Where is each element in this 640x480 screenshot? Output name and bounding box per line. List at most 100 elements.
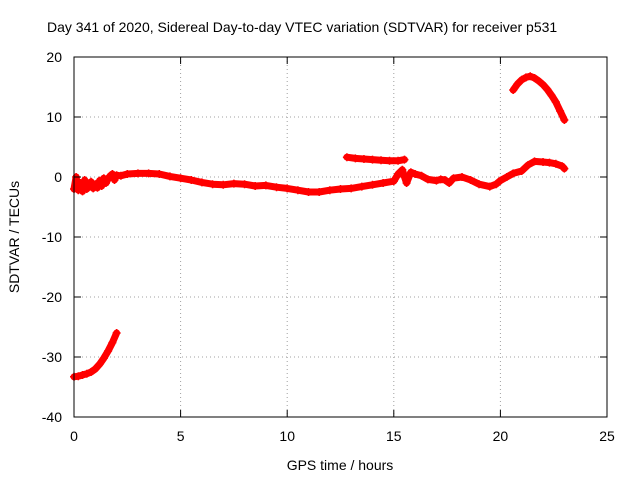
data-point (261, 181, 270, 190)
data-point (74, 372, 83, 381)
data-point (368, 180, 377, 189)
data-point (560, 164, 569, 173)
data-point (509, 86, 518, 94)
y-axis-label: SDTVAR / TECUs (6, 181, 22, 293)
data-point (449, 174, 458, 183)
data-point (534, 77, 543, 85)
data-point (513, 80, 522, 88)
data-point (87, 368, 96, 376)
data-point (385, 156, 394, 165)
data-point (458, 173, 467, 181)
data-point (368, 155, 377, 164)
series-arc-late-high (509, 72, 569, 124)
x-tick-label: 15 (386, 428, 402, 444)
data-point (547, 91, 556, 100)
data-point (379, 179, 388, 187)
data-point (406, 168, 415, 177)
data-point (402, 179, 411, 187)
data-point (74, 186, 83, 195)
data-point (432, 176, 441, 185)
series-arc-early-low (70, 329, 121, 381)
data-point (293, 186, 302, 195)
data-point (80, 176, 89, 184)
data-point (112, 329, 121, 337)
data-point (347, 184, 356, 193)
y-tick-label: 0 (54, 169, 62, 185)
data-point (526, 72, 535, 81)
data-point (521, 73, 530, 82)
data-point (123, 170, 132, 178)
x-tick-label: 25 (599, 428, 615, 444)
y-tick-label: -20 (42, 289, 62, 305)
data-point (545, 158, 554, 167)
data-point (97, 182, 106, 190)
y-tick-label: -10 (42, 229, 62, 245)
data-point (394, 156, 403, 165)
data-point (116, 171, 125, 180)
data-point (560, 116, 569, 124)
x-axis-label: GPS time / hours (287, 457, 394, 473)
x-tick-label: 10 (279, 428, 295, 444)
data-point (475, 180, 484, 189)
data-point (551, 159, 560, 168)
data-point (95, 176, 104, 185)
data-point (104, 347, 113, 355)
data-point (155, 170, 164, 178)
data-point (351, 154, 360, 163)
data-point (530, 74, 539, 82)
data-point (543, 85, 552, 94)
data-point (208, 180, 217, 189)
data-point (517, 75, 526, 84)
data-point (556, 107, 565, 115)
x-tick-label: 5 (177, 428, 185, 444)
data-point (272, 183, 281, 192)
data-point (78, 371, 87, 379)
data-point (101, 179, 110, 187)
data-point (87, 177, 96, 186)
data-point (219, 180, 228, 189)
x-tick-label: 0 (70, 428, 78, 444)
data-point (377, 156, 386, 165)
data-point (466, 176, 475, 184)
data-point (445, 179, 454, 187)
data-point (423, 175, 432, 184)
series-arc-midday-high (342, 153, 409, 165)
data-point (144, 169, 153, 178)
data-point (502, 173, 511, 181)
axis-ticks: 0 5 10 15 20 25 -40 -30 -20 -10 0 10 20 (42, 49, 615, 444)
data-point (165, 172, 174, 181)
data-point (359, 155, 368, 163)
data-point (336, 185, 345, 193)
y-tick-label: -30 (42, 349, 62, 365)
data-point (240, 180, 249, 189)
data-point (485, 182, 494, 191)
data-point (517, 167, 526, 175)
data-point (99, 354, 108, 363)
data-point (176, 174, 185, 183)
data-point (110, 176, 119, 184)
data-point (229, 179, 238, 188)
data-point (551, 98, 560, 106)
data-point (84, 182, 93, 191)
data-point (325, 186, 334, 195)
grid (74, 57, 607, 417)
data-point (400, 155, 409, 164)
data-point (76, 179, 85, 187)
data-point (492, 180, 501, 189)
series-arc-main (70, 157, 569, 196)
data-point (389, 177, 398, 186)
data-point (539, 80, 548, 89)
data-point (315, 188, 324, 196)
data-point (304, 188, 313, 196)
data-point (509, 169, 518, 178)
data-point (91, 365, 100, 373)
x-tick-label: 20 (493, 428, 509, 444)
y-tick-label: -40 (42, 409, 62, 425)
chart-title: Day 341 of 2020, Sidereal Day-to-day VTE… (47, 19, 557, 35)
plot-frame (73, 56, 608, 418)
data-point (283, 184, 292, 193)
data-point (411, 170, 420, 178)
data-point (187, 176, 196, 184)
data-point (197, 178, 206, 187)
